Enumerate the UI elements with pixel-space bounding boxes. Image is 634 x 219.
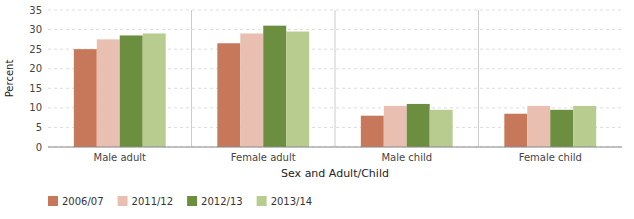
bar <box>384 106 407 147</box>
bar <box>407 104 430 147</box>
legend-swatch <box>48 196 58 206</box>
legend-label: 2011/12 <box>132 196 174 207</box>
x-tick-label: Female adult <box>231 152 296 163</box>
bar <box>97 39 120 147</box>
y-tick-label: 5 <box>36 122 42 133</box>
bar <box>120 35 143 147</box>
grid-line <box>48 147 622 148</box>
bar <box>504 114 527 147</box>
y-axis-label: Percent <box>4 60 15 98</box>
y-tick-label: 35 <box>29 5 42 16</box>
legend-swatch <box>257 196 267 206</box>
bar <box>143 33 166 147</box>
bar <box>74 49 97 147</box>
bar <box>263 26 286 147</box>
group-separator <box>335 10 336 147</box>
y-tick-label: 20 <box>29 63 42 74</box>
bar <box>361 116 384 147</box>
x-tick-label: Female child <box>519 152 582 163</box>
y-tick-label: 30 <box>29 24 42 35</box>
x-tick-label: Male adult <box>94 152 146 163</box>
y-tick-label: 0 <box>36 142 42 153</box>
legend-swatch <box>118 196 128 206</box>
bar <box>573 106 596 147</box>
y-tick-label: 10 <box>29 102 42 113</box>
y-tick-label: 25 <box>29 44 42 55</box>
bar <box>286 32 309 147</box>
legend-label: 2006/07 <box>62 196 104 207</box>
legend: 2006/07 2011/12 2012/13 2013/14 <box>48 196 312 207</box>
legend-label: 2013/14 <box>271 196 313 207</box>
bar <box>550 110 573 147</box>
legend-label: 2012/13 <box>201 196 243 207</box>
x-axis-label: Sex and Adult/Child <box>281 167 389 180</box>
bars <box>74 26 596 147</box>
chart: 0 5 10 15 20 25 30 35 Male adult Female adult Male… <box>0 0 634 219</box>
x-tick-label: Male child <box>381 152 432 163</box>
bar <box>240 33 263 147</box>
grid <box>48 10 622 147</box>
group-separator <box>191 10 192 147</box>
bar <box>527 106 550 147</box>
bar <box>217 43 240 147</box>
legend-swatch <box>187 196 197 206</box>
x-axis-line <box>48 147 622 148</box>
group-separator <box>478 10 479 147</box>
bar <box>430 110 453 147</box>
y-tick-label: 15 <box>29 83 42 94</box>
